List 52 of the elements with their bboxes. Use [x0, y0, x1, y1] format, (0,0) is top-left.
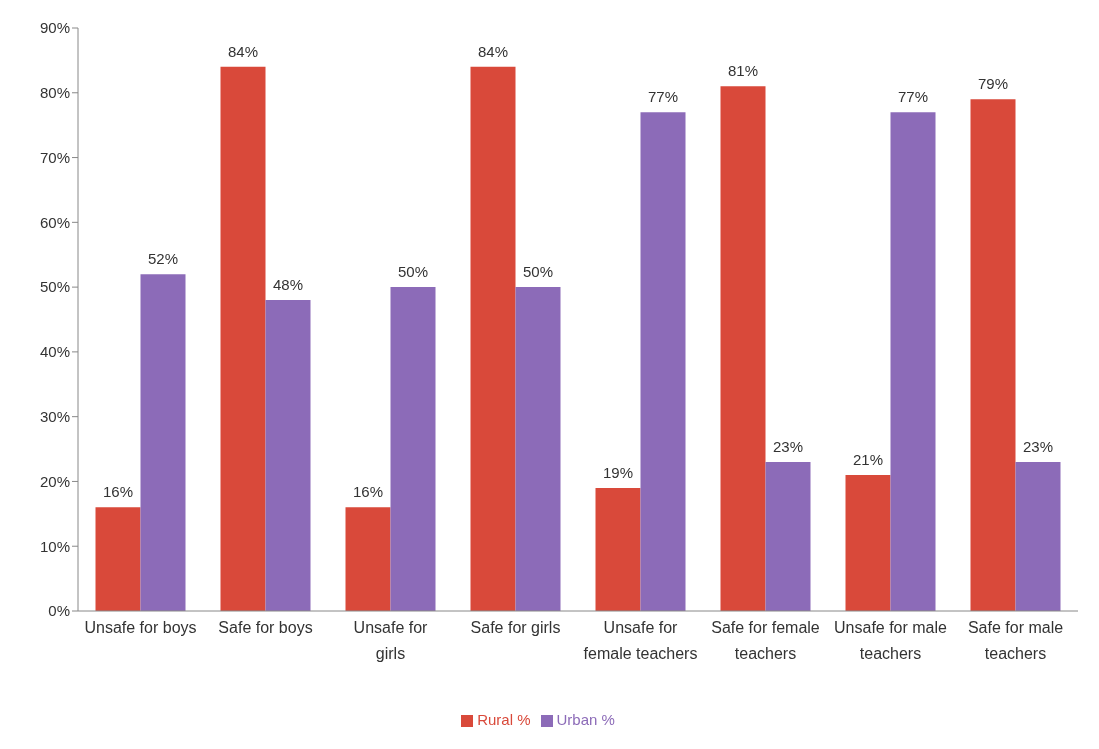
bar	[345, 507, 391, 611]
x-tick-label: Safe for female teachers	[711, 619, 820, 662]
bar	[265, 300, 311, 611]
bar	[765, 462, 811, 611]
x-tick-label: Safe for boys	[218, 619, 313, 636]
x-tick-label: Unsafe for boys	[84, 619, 197, 636]
data-label: 50%	[397, 263, 429, 281]
data-label: 50%	[522, 263, 554, 281]
data-label: 23%	[772, 438, 804, 456]
bar	[515, 287, 561, 611]
data-label: 21%	[852, 450, 884, 468]
data-label: 81%	[727, 62, 759, 80]
bar	[720, 86, 766, 611]
y-tick-label: 80%	[39, 84, 70, 102]
data-label: 16%	[352, 483, 384, 501]
data-label: 52%	[147, 250, 179, 268]
y-tick-label: 60%	[39, 213, 70, 231]
bar	[1015, 462, 1061, 611]
x-tick-label: Safe for male teachers	[967, 619, 1064, 662]
data-label: 23%	[1022, 438, 1054, 456]
bar	[890, 112, 936, 611]
data-label: 84%	[227, 42, 259, 60]
data-label: 77%	[897, 88, 929, 106]
y-tick-label: 10%	[39, 537, 70, 555]
bar	[595, 487, 641, 611]
bar	[95, 507, 141, 611]
data-label: 79%	[977, 75, 1009, 93]
x-tick-label: Safe for girls	[470, 619, 561, 636]
y-tick-label: 0%	[48, 602, 70, 620]
x-tick-label: Unsafe for female teachers	[583, 619, 698, 662]
data-label: 84%	[477, 42, 509, 60]
bar	[220, 66, 266, 611]
data-label: 19%	[602, 463, 634, 481]
bar	[970, 99, 1016, 611]
y-tick-label: 40%	[39, 343, 70, 361]
bar	[640, 112, 686, 611]
legend-label: Rural %	[477, 711, 531, 728]
bar	[390, 287, 436, 611]
x-tick-label: Unsafe for girls	[353, 619, 429, 662]
bar	[470, 66, 516, 611]
y-tick-label: 20%	[39, 472, 70, 490]
y-tick-label: 30%	[39, 407, 70, 425]
y-tick-label: 70%	[39, 148, 70, 166]
data-label: 77%	[647, 88, 679, 106]
bar	[845, 474, 891, 611]
bar	[140, 274, 186, 611]
data-label: 48%	[272, 276, 304, 294]
y-tick-label: 90%	[39, 19, 70, 37]
y-tick-label: 50%	[39, 278, 70, 296]
x-tick-label: Unsafe for male teachers	[834, 619, 948, 662]
legend-label: Urban %	[556, 711, 615, 728]
data-label: 16%	[102, 483, 134, 501]
